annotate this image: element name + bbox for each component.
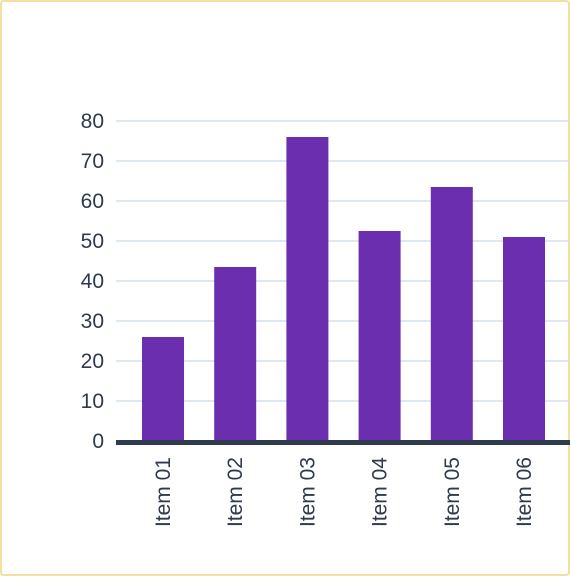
x-tick-label: Item 06 [513,457,536,527]
x-tick-label: Item 02 [224,457,247,527]
x-tick-label: Item 05 [441,457,464,527]
x-tick-label: Item 01 [152,457,175,527]
y-tick-label: 40 [81,270,104,293]
x-axis-baseline [116,440,570,445]
bar [430,187,473,441]
y-tick-label: 10 [81,390,104,413]
y-tick-label: 50 [81,230,104,253]
bar [286,137,329,441]
y-tick-label: 20 [81,350,104,373]
y-axis-ticks: 0 10 20 30 40 50 60 70 80 [81,110,104,453]
x-tick-label: Item 04 [369,457,392,527]
gridlines [116,120,570,402]
y-tick-label: 60 [81,190,104,213]
bars [116,137,570,445]
y-tick-label: 80 [81,110,104,133]
bar [142,337,184,441]
bar [358,231,401,441]
y-tick-label: 70 [81,150,104,173]
bar [214,267,257,441]
x-axis-ticks: Item 01 Item 02 Item 03 Item 04 Item 05 Item … [152,457,536,527]
y-tick-label: 0 [92,430,104,453]
x-tick-label: Item 03 [296,457,319,527]
y-tick-label: 30 [81,310,104,333]
bar [503,237,545,441]
